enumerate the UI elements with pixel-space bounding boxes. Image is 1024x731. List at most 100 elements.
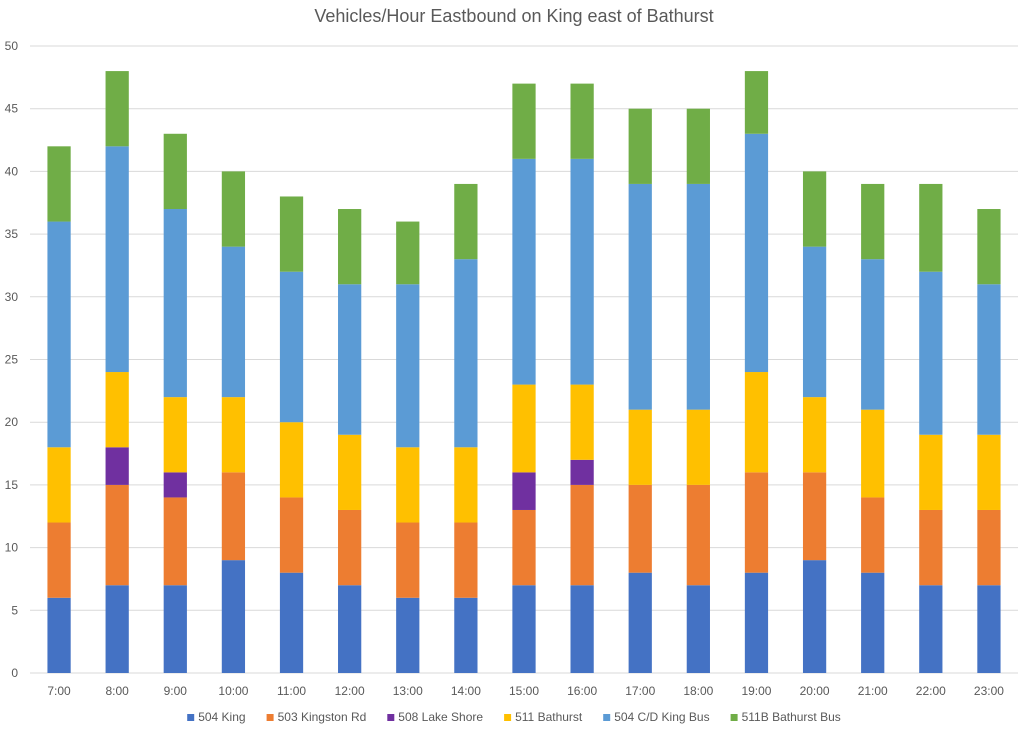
bar-segment xyxy=(977,509,1001,586)
bar-segment xyxy=(47,221,71,448)
bar-segment xyxy=(744,572,769,673)
bar-segment xyxy=(802,560,827,673)
bar-segment xyxy=(570,484,594,586)
bar-segment xyxy=(338,509,362,586)
bar-segment xyxy=(919,434,943,510)
legend-item: 511 Bathurst xyxy=(504,710,583,724)
legend-label: 511 Bathurst xyxy=(515,710,583,724)
legend-item: 504 C/D King Bus xyxy=(603,710,710,724)
bar-segment xyxy=(454,447,478,523)
bar-segment xyxy=(512,509,536,586)
bar-segment xyxy=(47,597,71,673)
x-tick-label: 19:00 xyxy=(741,684,771,698)
bar-segment xyxy=(338,284,362,435)
x-tick-label: 14:00 xyxy=(451,684,481,698)
bar-segment xyxy=(570,585,594,673)
x-tick-label: 23:00 xyxy=(974,684,1004,698)
bar-segment xyxy=(628,409,652,485)
bar-segment xyxy=(105,71,129,147)
x-tick-label: 22:00 xyxy=(916,684,946,698)
x-tick-label: 16:00 xyxy=(567,684,597,698)
legend-label: 504 C/D King Bus xyxy=(614,710,709,724)
y-tick-label: 50 xyxy=(5,39,19,53)
chart-title: Vehicles/Hour Eastbound on King east of … xyxy=(314,6,713,26)
y-tick-label: 35 xyxy=(5,227,19,241)
bar-segment xyxy=(570,384,594,460)
x-tick-label: 17:00 xyxy=(625,684,655,698)
bar-segment xyxy=(861,409,885,498)
bar-segment xyxy=(221,246,246,398)
bar-segment xyxy=(919,183,943,272)
bar-segment xyxy=(977,209,1001,285)
bar-segment xyxy=(686,183,710,410)
bar-segment xyxy=(686,108,710,184)
bar-segment xyxy=(802,472,827,561)
x-tick-label: 8:00 xyxy=(105,684,129,698)
bar-segment xyxy=(47,146,71,222)
legend-label: 508 Lake Shore xyxy=(398,710,483,724)
y-tick-label: 30 xyxy=(5,290,19,304)
bar-segment xyxy=(454,597,478,673)
bar-segment xyxy=(744,71,769,134)
bar-segment xyxy=(628,572,652,673)
bar-segment xyxy=(977,434,1001,510)
legend-swatch xyxy=(187,714,195,721)
y-tick-label: 5 xyxy=(11,603,18,617)
x-tick-label: 15:00 xyxy=(509,684,539,698)
y-tick-label: 20 xyxy=(5,415,19,429)
x-tick-label: 20:00 xyxy=(800,684,830,698)
bar-segment xyxy=(105,447,129,485)
legend: 504 King 503 Kingston Rd 508 Lake Shore 511… xyxy=(187,710,841,724)
bar-segment xyxy=(396,447,420,523)
bar-segment xyxy=(512,158,536,385)
bar-segment xyxy=(919,271,943,435)
bar-segment xyxy=(454,183,478,260)
bar-segment xyxy=(628,484,652,573)
legend-swatch xyxy=(603,714,611,721)
bar-segment xyxy=(686,409,710,485)
bar-segment xyxy=(338,209,362,285)
bar-segment xyxy=(163,209,187,398)
bar-segment xyxy=(861,183,885,260)
y-axis-ticks: 0 5 10 15 20 25 30 35 40 45 50 xyxy=(5,39,19,680)
bar-segment xyxy=(977,585,1001,673)
legend-swatch xyxy=(387,714,395,721)
bar-segment xyxy=(47,447,71,523)
x-axis-ticks: 7:00 8:00 9:00 10:00 11:00 12:00 13:00 14:00 15:… xyxy=(47,684,1004,698)
bar-segment xyxy=(163,133,187,210)
bars xyxy=(47,71,1001,673)
legend-item: 504 King xyxy=(187,710,246,724)
x-tick-label: 12:00 xyxy=(335,684,365,698)
x-tick-label: 13:00 xyxy=(393,684,423,698)
legend-swatch xyxy=(504,714,512,721)
x-tick-label: 10:00 xyxy=(218,684,248,698)
legend-item: 508 Lake Shore xyxy=(387,710,483,724)
bar-segment xyxy=(105,372,129,448)
y-tick-label: 10 xyxy=(5,541,19,555)
bar-segment xyxy=(221,472,246,561)
bar-segment xyxy=(105,585,129,673)
bar-segment xyxy=(454,522,478,598)
bar-segment xyxy=(861,497,885,573)
bar-segment xyxy=(512,472,536,510)
legend-swatch xyxy=(266,714,274,721)
bar-segment xyxy=(512,83,536,159)
bar-segment xyxy=(338,585,362,673)
bar-segment xyxy=(744,472,769,573)
bar-segment xyxy=(279,271,304,423)
bar-segment xyxy=(163,472,187,498)
bar-segment xyxy=(338,434,362,510)
bar-segment xyxy=(744,133,769,373)
bar-segment xyxy=(861,572,885,673)
bar-segment xyxy=(396,284,420,448)
bar-segment xyxy=(396,221,420,285)
y-tick-label: 25 xyxy=(5,353,19,367)
y-tick-label: 45 xyxy=(5,102,19,116)
bar-segment xyxy=(802,171,827,247)
bar-segment xyxy=(570,83,594,159)
legend-label: 511B Bathurst Bus xyxy=(742,710,841,724)
bar-segment xyxy=(279,572,304,673)
bar-segment xyxy=(686,484,710,586)
x-tick-label: 11:00 xyxy=(277,684,306,698)
bar-segment xyxy=(744,372,769,473)
